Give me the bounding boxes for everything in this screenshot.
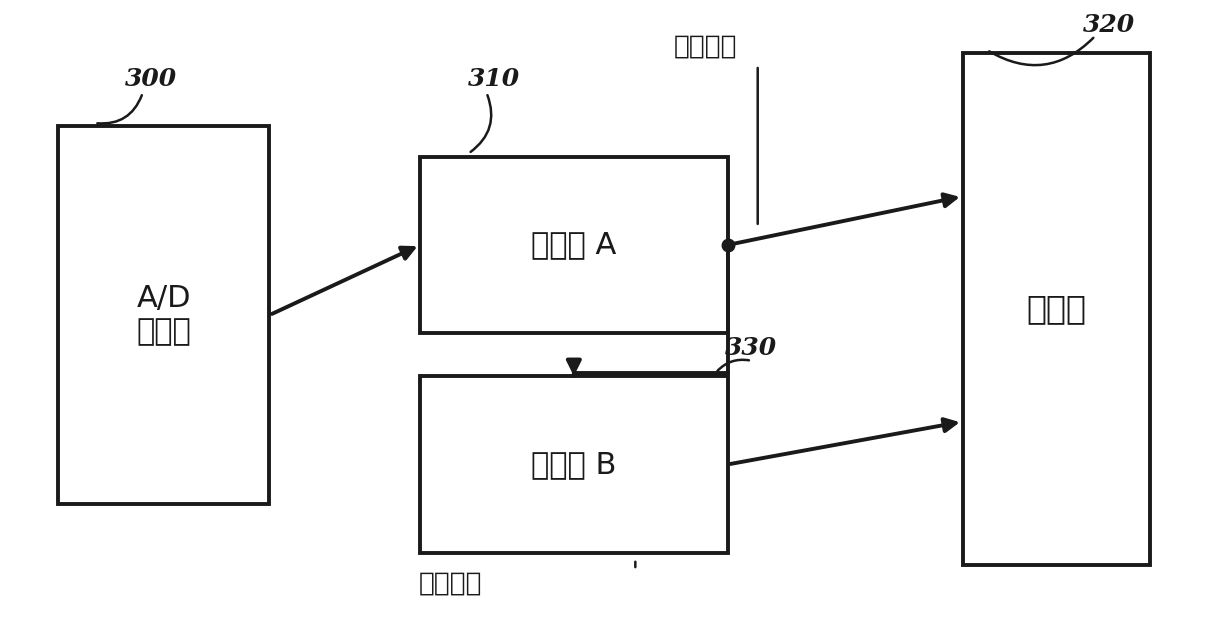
Bar (420, 156, 727, 333)
Text: 320: 320 (1083, 12, 1135, 36)
Bar (420, 376, 727, 553)
Bar (58, 126, 270, 504)
Text: 概要记录: 概要记录 (419, 570, 482, 596)
Bar (963, 53, 1150, 565)
Text: 310: 310 (469, 67, 521, 91)
Text: 存储器: 存储器 (1026, 292, 1087, 326)
Text: 抽取器 B: 抽取器 B (532, 450, 617, 479)
Text: A/D
转换器: A/D 转换器 (136, 284, 192, 347)
Text: 330: 330 (725, 336, 777, 360)
Text: 抽取器 A: 抽取器 A (532, 231, 617, 260)
Text: 放大记录: 放大记录 (674, 34, 737, 60)
Text: 300: 300 (125, 67, 177, 91)
